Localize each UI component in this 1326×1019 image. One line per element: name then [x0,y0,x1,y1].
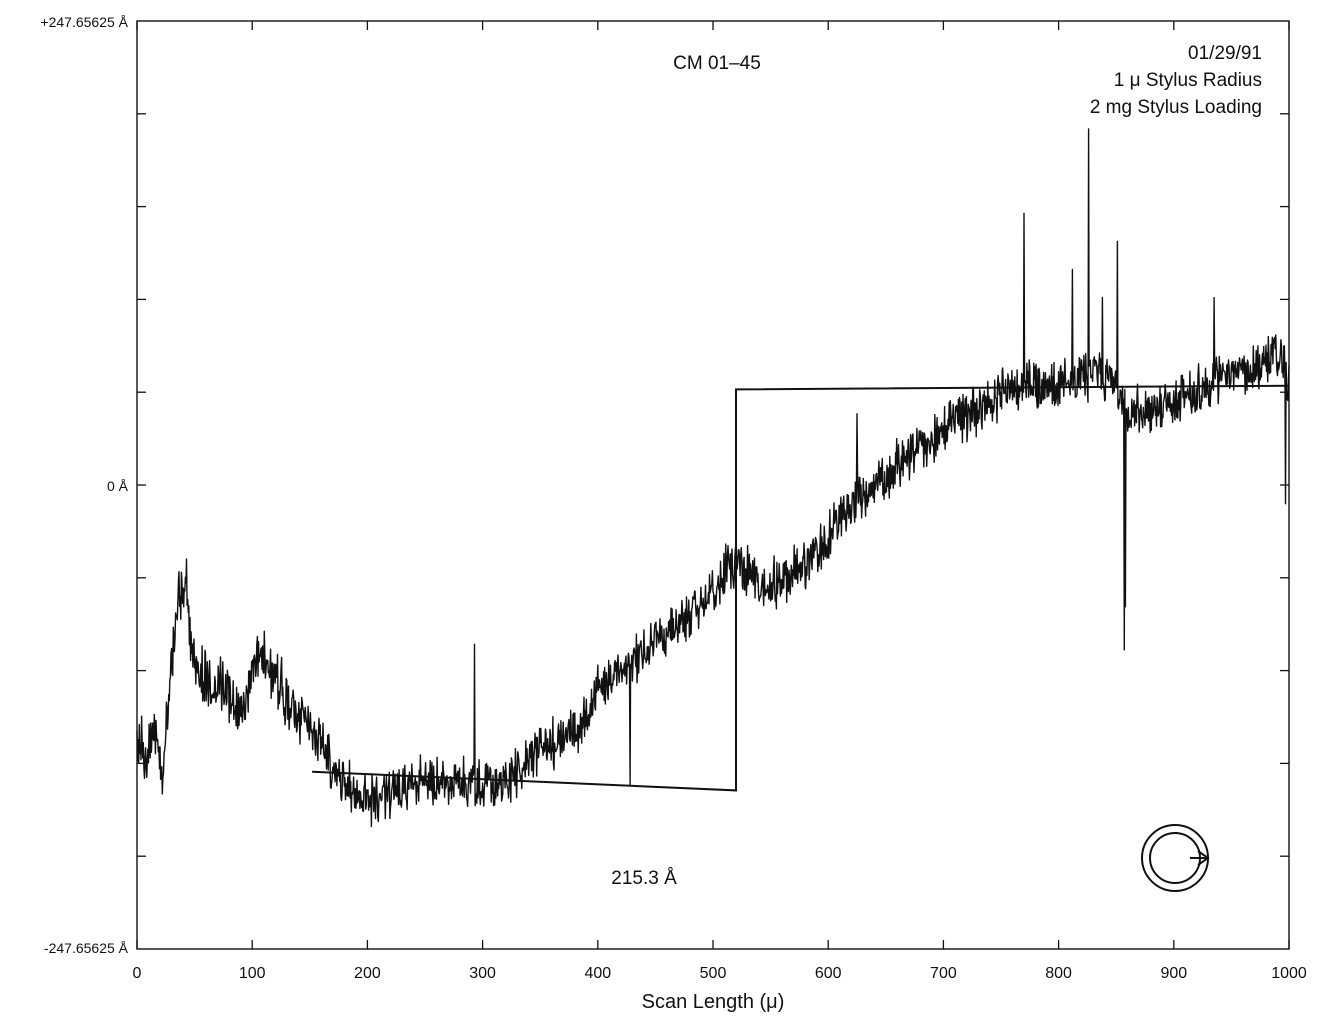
x-tick-label: 700 [930,965,957,982]
x-axis-label: Scan Length (μ) [642,991,785,1013]
x-tick-label: 500 [700,965,727,982]
stylus-radius-label: 1 μ Stylus Radius [1114,70,1262,91]
chart-title: CM 01–45 [673,53,761,74]
plot-frame [136,20,1290,950]
x-tick-label: 1000 [1271,965,1307,982]
x-axis-ticks: 0 100 200 300 400 500 600 700 800 900 1000 [133,21,1307,982]
x-tick-label: 300 [469,965,496,982]
y-tick-label-bottom: -247.65625 Å [44,940,129,956]
date-label: 01/29/91 [1188,43,1262,64]
step-fit-line [312,384,1290,792]
y-tick-label-zero: 0 Å [107,478,129,494]
y-tick-label-top: +247.65625 Å [40,14,128,30]
x-tick-label: 900 [1160,965,1187,982]
x-tick-label: 800 [1045,965,1072,982]
x-tick-label: 0 [133,965,142,982]
profile-trace [136,128,1290,828]
stylus-loading-label: 2 mg Stylus Loading [1090,97,1262,118]
circular-arrow-icon [1141,824,1210,892]
series-layer [136,128,1290,828]
x-tick-label: 600 [815,965,842,982]
y-axis-ticks [137,113,1289,857]
x-tick-label: 100 [239,965,266,982]
x-tick-label: 400 [584,965,611,982]
x-tick-label: 200 [354,965,381,982]
step-height-annotation: 215.3 Å [611,868,677,889]
